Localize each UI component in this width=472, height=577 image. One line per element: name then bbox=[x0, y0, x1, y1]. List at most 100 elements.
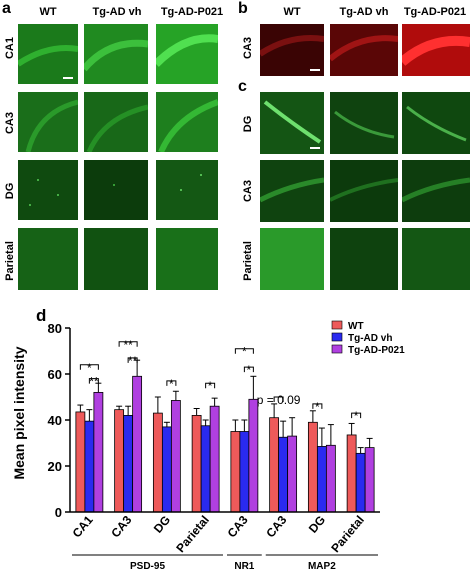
group-label: PSD-95 bbox=[130, 561, 165, 572]
x-axis: CA1 CA3 DG Parietal CA3 CA3 DG Parietal bbox=[70, 511, 380, 555]
micrograph-a-tgvh-ca3 bbox=[84, 92, 148, 152]
bar-tg-ad-p021 bbox=[93, 392, 104, 513]
micrograph-c-wt-dg bbox=[260, 92, 324, 154]
panel-b-col-wt: WT bbox=[283, 6, 301, 18]
sig-dg-vh-p021-label: * bbox=[169, 377, 174, 391]
panel-a-letter: a bbox=[2, 0, 11, 17]
panel-b-col-tg-vh: Tg-AD vh bbox=[339, 6, 389, 18]
micrograph-a-wt-parietal bbox=[18, 228, 78, 290]
y-tick-label: 60 bbox=[48, 367, 62, 382]
sig-ca3-vh-p021-bracket bbox=[127, 357, 138, 363]
panel-a-col-tg-p021: Tg-AD-P021 bbox=[160, 6, 224, 18]
bar-wt bbox=[152, 412, 163, 513]
panel-b-row-ca3: CA3 bbox=[242, 37, 254, 60]
sig-map2-dg-bracket bbox=[312, 403, 323, 409]
sig-nr1-wt-p021-bracket bbox=[234, 348, 254, 354]
bar-wt bbox=[346, 434, 357, 513]
panel-d-letter: d bbox=[36, 306, 47, 325]
panel-a-row-dg: DG bbox=[4, 182, 16, 200]
micrograph-c-tgp021-parietal bbox=[402, 228, 470, 290]
y-tick-label: 20 bbox=[48, 459, 62, 474]
panel-a-col-tg-vh: Tg-AD vh bbox=[92, 6, 142, 18]
micrograph-c-tgvh-parietal bbox=[330, 228, 398, 290]
bar-wt bbox=[191, 415, 202, 513]
bar-wt bbox=[114, 409, 125, 513]
sig-parietal-vh-p021-bracket bbox=[205, 382, 216, 389]
bar-tg-ad-p021 bbox=[209, 405, 220, 513]
sig-nr1-wt-p021-label: * bbox=[242, 345, 247, 359]
legend-swatch bbox=[331, 332, 343, 342]
micrograph-b-tgvh-ca3 bbox=[330, 24, 398, 76]
micrograph-a-tgp021-parietal bbox=[156, 228, 218, 290]
panel-c-row-parietal: Parietal bbox=[242, 241, 254, 281]
bar-tg-ad-vh bbox=[200, 425, 211, 513]
sig-ca1-vh-p021-label: ** bbox=[89, 375, 99, 389]
legend-swatch bbox=[331, 320, 343, 330]
sig-parietal-vh-p021-label: * bbox=[208, 379, 213, 393]
group-labels: PSD-95 NR1 MAP2 bbox=[72, 554, 378, 572]
panel-b-col-tg-p021: Tg-AD-P021 bbox=[403, 6, 467, 18]
y-tick-label: 0 bbox=[55, 505, 62, 520]
sig-ca3-wt-p021-label: ** bbox=[123, 338, 133, 352]
micrograph-c-wt-ca3 bbox=[260, 160, 324, 222]
sig-ca3-wt-p021-bracket bbox=[118, 341, 138, 347]
panel-b-letter: b bbox=[238, 0, 248, 17]
group-label: MAP2 bbox=[308, 561, 336, 572]
y-tick-label: 80 bbox=[48, 321, 62, 336]
sig-map2-dg-label: * bbox=[315, 400, 320, 414]
bar-tg-ad-vh bbox=[123, 415, 134, 513]
bar-tg-ad-vh bbox=[161, 426, 172, 513]
sig-map2-parietal-label: * bbox=[354, 409, 359, 423]
micrograph-a-tgp021-ca1 bbox=[156, 24, 218, 84]
panel-a-row-ca3: CA3 bbox=[4, 112, 16, 135]
bars bbox=[75, 359, 375, 513]
sig-dg-vh-p021-bracket bbox=[166, 380, 177, 386]
micrograph-a-tgvh-dg bbox=[84, 160, 148, 220]
x-tick-label: CA3 bbox=[263, 513, 289, 541]
micrograph-a-tgp021-ca3 bbox=[156, 92, 218, 152]
bar-tg-ad-p021 bbox=[287, 435, 298, 513]
bar-tg-ad-p021 bbox=[132, 375, 143, 513]
micrograph-a-tgvh-ca1 bbox=[84, 24, 148, 84]
significance-marks: ******** ***p = 0.09 ** bbox=[79, 338, 362, 423]
bar-tg-ad-p021 bbox=[248, 398, 259, 513]
micrograph-a-tgvh-parietal bbox=[84, 228, 148, 290]
panel-c-row-ca3: CA3 bbox=[242, 180, 254, 203]
sig-nr1-vh-p021-bracket bbox=[243, 366, 254, 373]
legend-swatch bbox=[331, 344, 343, 354]
bar-tg-ad-vh bbox=[355, 452, 366, 513]
bar-tg-ad-p021 bbox=[325, 444, 336, 513]
group-label: NR1 bbox=[234, 561, 254, 572]
sig-ca1-vh-p021-bracket bbox=[88, 378, 99, 384]
x-tick-label: Parietal bbox=[173, 513, 212, 555]
sig-map2-parietal-bracket bbox=[351, 412, 362, 419]
bar-tg-ad-vh bbox=[239, 431, 250, 513]
micrograph-c-tgp021-dg bbox=[402, 92, 470, 154]
y-axis-label: Mean pixel intensity bbox=[11, 346, 27, 479]
micrograph-a-wt-ca3 bbox=[18, 92, 78, 152]
bar-tg-ad-p021 bbox=[170, 400, 181, 513]
sig-map2-ca3-bracket bbox=[273, 396, 284, 402]
bar-tg-ad-vh bbox=[278, 436, 289, 513]
x-tick-label: DG bbox=[151, 513, 173, 536]
sig-ca3-vh-p021-label: ** bbox=[128, 354, 138, 368]
y-axis: 0 20 40 60 80 bbox=[48, 321, 71, 520]
x-tick-label: DG bbox=[306, 513, 328, 536]
bar-tg-ad-vh bbox=[84, 420, 95, 513]
sig-nr1-vh-p021-label: * bbox=[247, 363, 252, 377]
bar-wt bbox=[230, 431, 241, 513]
micrograph-b-tgp021-ca3 bbox=[402, 24, 470, 76]
micrograph-c-wt-parietal bbox=[260, 228, 324, 290]
micrograph-c-tgvh-ca3 bbox=[330, 160, 398, 222]
bar-tg-ad-p021 bbox=[364, 447, 375, 513]
legend-label: Tg-AD-P021 bbox=[348, 345, 405, 356]
micrograph-c-tgvh-dg bbox=[330, 92, 398, 154]
sig-map2-ca3-label: p = 0.09 bbox=[257, 393, 301, 407]
bar-wt bbox=[75, 411, 86, 513]
x-tick-label: CA3 bbox=[108, 513, 134, 541]
x-tick-label: CA1 bbox=[70, 513, 96, 541]
micrograph-b-wt-ca3 bbox=[260, 24, 324, 76]
panel-c-row-dg: DG bbox=[242, 115, 254, 133]
